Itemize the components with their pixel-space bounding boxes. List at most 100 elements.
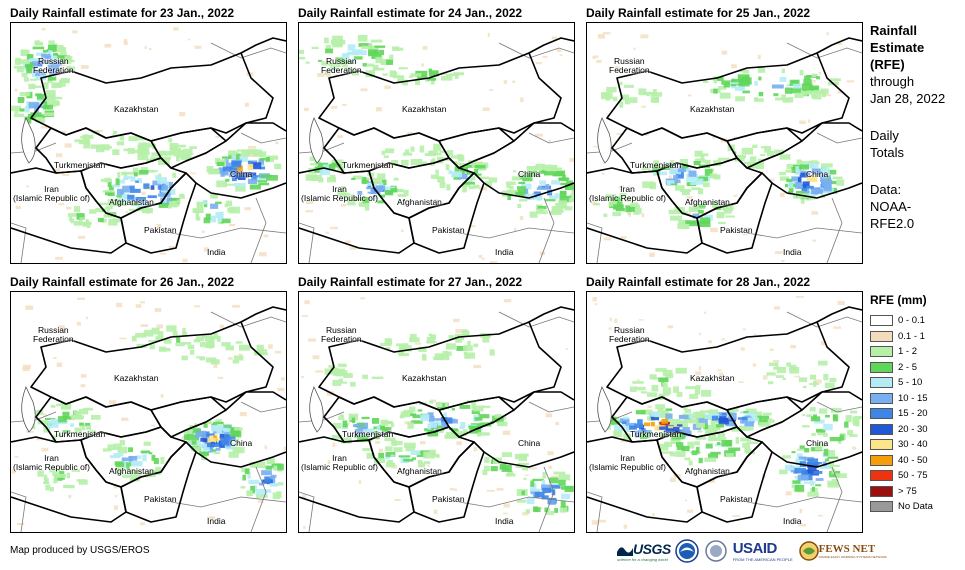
side-heading-line3: (RFE) <box>870 57 905 72</box>
agency-logos: USGS science for a changing world USAID … <box>617 536 893 566</box>
caspian-sea <box>309 116 324 164</box>
neighbor-borders <box>11 311 286 532</box>
map-panel-jan-25: Daily Rainfall estimate for 25 Jan., 202… <box>586 6 863 264</box>
panel-title: Daily Rainfall estimate for 26 Jan., 202… <box>10 275 235 289</box>
country-label-kazakhstan: Kazakhstan <box>690 104 735 114</box>
iran-label-line1: Iran <box>44 184 59 194</box>
iran-label-line2: (Islamic Republic of) <box>589 193 666 203</box>
legend-swatch <box>870 346 893 358</box>
russia-label-line2: Federation <box>609 65 650 75</box>
legend-label: 50 - 75 <box>898 470 928 482</box>
map-graphic <box>299 32 574 263</box>
country-label-russia: Russian Federation <box>609 57 650 75</box>
legend-item: 1 - 2 <box>870 344 965 360</box>
country-label-russia: Russian Federation <box>609 326 650 344</box>
country-borders <box>299 37 574 254</box>
country-borders <box>11 37 286 254</box>
country-borders <box>587 37 862 254</box>
legend-item: 0 - 0.1 <box>870 313 965 329</box>
country-label-pakistan: Pakistan <box>144 225 177 235</box>
country-label-iran: Iran (Islamic Republic of) <box>589 185 666 203</box>
legend-label: > 75 <box>898 485 917 497</box>
country-label-russia: Russian Federation <box>321 57 362 75</box>
map-graphic <box>587 296 862 532</box>
iran-label-line2: (Islamic Republic of) <box>301 193 378 203</box>
rainfall-map: Russian Federation Kazakhstan Turkmenist… <box>298 291 575 533</box>
country-label-iran: Iran (Islamic Republic of) <box>589 454 666 472</box>
country-label-india: India <box>495 516 514 526</box>
iran-label-line2: (Islamic Republic of) <box>13 462 90 472</box>
map-graphic <box>11 297 286 532</box>
russia-label-line1: Russian <box>613 56 645 66</box>
map-panel-jan-28: Daily Rainfall estimate for 28 Jan., 202… <box>586 275 863 533</box>
side-totals-line2: Totals <box>870 145 904 160</box>
country-label-afghanistan: Afghanistan <box>685 466 730 476</box>
legend-item: 5 - 10 <box>870 375 965 391</box>
country-label-russia: Russian Federation <box>33 326 74 344</box>
map-panel-jan-24: Daily Rainfall estimate for 24 Jan., 202… <box>298 6 575 264</box>
legend-swatch <box>870 423 893 435</box>
country-label-india: India <box>783 516 802 526</box>
country-label-afghanistan: Afghanistan <box>685 197 730 207</box>
map-graphic <box>299 297 574 532</box>
russia-label-line1: Russian <box>325 325 357 335</box>
rainfall-layer <box>602 360 862 497</box>
country-label-kazakhstan: Kazakhstan <box>114 104 159 114</box>
legend-label: 2 - 5 <box>898 361 918 373</box>
russia-label-line1: Russian <box>37 325 69 335</box>
legend-item: 50 - 75 <box>870 468 965 484</box>
country-label-india: India <box>207 516 226 526</box>
country-label-india: India <box>783 247 802 257</box>
country-label-afghanistan: Afghanistan <box>397 197 442 207</box>
noaa-emblem-icon <box>674 539 699 563</box>
map-credit: Map produced by USGS/EROS <box>10 545 150 556</box>
iran-label-line1: Iran <box>44 453 59 463</box>
rainfall-map: Russian Federation Kazakhstan Turkmenist… <box>586 291 863 533</box>
iran-label-line2: (Islamic Republic of) <box>589 462 666 472</box>
legend-item: No Data <box>870 499 965 515</box>
legend-swatch <box>870 485 893 497</box>
legend-label: 20 - 30 <box>898 423 928 435</box>
usgs-logo: USGS science for a changing world <box>617 541 671 562</box>
country-label-kazakhstan: Kazakhstan <box>114 373 159 383</box>
legend-item: 2 - 5 <box>870 360 965 376</box>
rainfall-layer <box>11 40 282 228</box>
legend-swatch <box>870 330 893 342</box>
side-data-line1: Data: <box>870 182 902 197</box>
country-borders <box>11 306 286 523</box>
map-panel-jan-23: Daily Rainfall estimate for 23 Jan., 202… <box>10 6 287 264</box>
rfe-legend: RFE (mm) 0 - 0.1 0.1 - 1 1 - 2 2 - 5 5 - 10 1… <box>870 293 965 515</box>
country-label-kazakhstan: Kazakhstan <box>690 373 735 383</box>
legend-label: 10 - 15 <box>898 392 928 404</box>
side-totals-line1: Daily <box>870 128 899 143</box>
map-graphic <box>11 27 286 263</box>
iran-label-line1: Iran <box>620 184 635 194</box>
side-heading-line1: Rainfall <box>870 23 917 38</box>
russia-label-line2: Federation <box>321 65 362 75</box>
legend-item: 10 - 15 <box>870 391 965 407</box>
legend-item: > 75 <box>870 484 965 500</box>
legend-item: 0.1 - 1 <box>870 329 965 345</box>
usaid-tagline: FROM THE AMERICAN PEOPLE <box>732 557 793 562</box>
russia-label-line1: Russian <box>37 56 69 66</box>
panel-title: Daily Rainfall estimate for 23 Jan., 202… <box>10 6 235 20</box>
country-label-turkmenistan: Turkmenistan <box>630 429 682 439</box>
seal-icon <box>704 540 727 562</box>
usgs-wave-icon <box>617 546 633 556</box>
neighbor-borders <box>587 42 862 263</box>
legend-label: No Data <box>898 501 933 513</box>
neighbor-borders <box>587 311 862 532</box>
neighbor-borders <box>11 42 286 263</box>
legend-swatch <box>870 377 893 389</box>
side-heading-line2: Estimate <box>870 40 925 55</box>
legend-swatch <box>870 470 893 482</box>
country-label-china: China <box>518 438 541 448</box>
country-label-turkmenistan: Turkmenistan <box>342 160 394 170</box>
iran-label-line2: (Islamic Republic of) <box>13 193 90 203</box>
country-label-turkmenistan: Turkmenistan <box>54 160 106 170</box>
map-panel-jan-27: Daily Rainfall estimate for 27 Jan., 202… <box>298 275 575 533</box>
legend-swatch <box>870 501 893 513</box>
country-label-afghanistan: Afghanistan <box>397 466 442 476</box>
fewsnet-globe-icon <box>798 541 819 561</box>
country-label-iran: Iran (Islamic Republic of) <box>301 185 378 203</box>
